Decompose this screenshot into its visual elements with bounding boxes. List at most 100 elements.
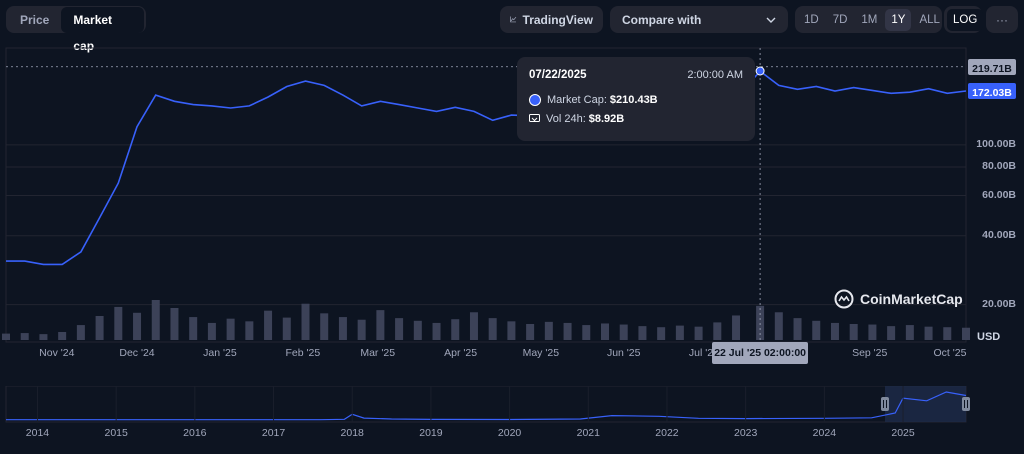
- current-value-label: 172.03B: [968, 83, 1016, 99]
- volume-bar: [2, 333, 10, 340]
- tooltip-volume-label: Vol 24h:: [546, 113, 586, 125]
- volume-bar: [301, 303, 310, 340]
- volume-bar: [189, 317, 198, 340]
- volume-bars: [2, 300, 970, 340]
- tooltip-volume-value: $8.92B: [588, 113, 625, 125]
- chevron-down-icon: [766, 17, 776, 23]
- volume-bar: [133, 312, 142, 340]
- volume-bar: [600, 323, 609, 340]
- x-tick-label: Feb '25: [285, 347, 321, 359]
- volume-bar: [432, 322, 441, 340]
- volume-bar: [357, 319, 366, 340]
- volume-bar: [694, 326, 703, 340]
- coinmarketcap-logo-icon: [834, 289, 854, 309]
- chart-frame: [5, 47, 967, 343]
- tradingview-label: TradingView: [522, 12, 593, 27]
- volume-bar: [320, 313, 329, 340]
- volume-bar: [207, 322, 216, 340]
- x-tick-label: Oct '25: [933, 347, 967, 359]
- volume-bar: [544, 321, 553, 340]
- volume-bar: [526, 324, 535, 340]
- volume-bar: [868, 324, 877, 340]
- compare-dropdown[interactable]: Compare with: [610, 6, 788, 33]
- range-1m[interactable]: 1M: [861, 13, 878, 26]
- navigator-year-label: 2015: [104, 427, 128, 439]
- tab-market-cap[interactable]: Market cap: [61, 6, 144, 53]
- tab-price[interactable]: Price: [20, 12, 50, 27]
- navigator-year-label: 2019: [419, 427, 443, 439]
- volume-bar: [413, 320, 422, 340]
- log-scale-toggle[interactable]: LOG: [947, 8, 984, 31]
- volume-bar: [713, 322, 722, 340]
- market-cap-line: [6, 70, 967, 266]
- volume-bar: [849, 324, 858, 340]
- navigator-axis: 2014 2015 2016 2017 2018 2019 2020 2021 2022 2023…: [0, 427, 1024, 441]
- market-cap-dot-icon: [529, 94, 541, 106]
- x-tick-label: Jun '25: [606, 347, 641, 359]
- volume-bar: [226, 318, 235, 340]
- volume-bar: [282, 317, 291, 340]
- volume-bar: [619, 324, 628, 340]
- tooltip: 07/22/2025 2:00:00 AM Market Cap: $210.4…: [517, 57, 755, 141]
- volume-bar: [58, 332, 67, 340]
- volume-bar: [264, 310, 273, 340]
- range-1y[interactable]: 1Y: [885, 8, 912, 31]
- volume-bar: [732, 315, 741, 340]
- volume-bar: [170, 308, 179, 340]
- volume-bar: [151, 300, 160, 340]
- volume-bar: [95, 316, 104, 340]
- market-cap-chart[interactable]: [0, 44, 1024, 364]
- volume-bar: [338, 317, 347, 340]
- volume-bar: [657, 327, 666, 340]
- tradingview-button[interactable]: TradingView: [500, 6, 603, 33]
- navigator-year-label: 2020: [497, 427, 522, 439]
- navigator-right-handle[interactable]: [962, 397, 970, 411]
- volume-bar: [905, 325, 914, 340]
- navigator-year-label: 2024: [812, 427, 837, 439]
- volume-bar: [563, 322, 572, 340]
- volume-bar: [962, 327, 970, 340]
- hover-point: [755, 66, 765, 76]
- x-tick-label: Sep '25: [852, 347, 888, 359]
- x-tick-label: Jan '25: [203, 347, 237, 359]
- navigator-selection[interactable]: [885, 386, 966, 422]
- navigator-left-handle[interactable]: [881, 397, 889, 411]
- y-tick-label: 100.00B: [976, 137, 1016, 150]
- navigator-year-label: 2014: [25, 427, 50, 439]
- navigator-frame: [5, 386, 967, 423]
- volume-bar: [943, 327, 952, 340]
- navigator-year-label: 2017: [261, 427, 286, 439]
- volume-bar: [924, 326, 933, 340]
- chart-type-tabs: Price Market cap: [6, 6, 146, 53]
- volume-bar: [76, 325, 85, 340]
- navigator-year-label: 2018: [340, 427, 364, 439]
- navigator-year-label: 2022: [655, 427, 679, 439]
- navigator-line: [6, 391, 967, 421]
- navigator-year-ticks: [36, 386, 904, 422]
- y-tick-label: 80.00B: [982, 159, 1016, 172]
- volume-bar: [39, 334, 48, 340]
- navigator-year-label: 2023: [733, 427, 758, 439]
- coinmarketcap-watermark: CoinMarketCap: [834, 289, 963, 309]
- range-all[interactable]: ALL: [919, 13, 940, 26]
- navigator-year-label: 2021: [576, 427, 600, 439]
- range-7d[interactable]: 7D: [832, 13, 848, 26]
- volume-bar: [395, 318, 404, 340]
- volume-bar: [756, 305, 765, 340]
- range-navigator[interactable]: [0, 386, 1024, 424]
- volume-bar: [376, 310, 385, 340]
- more-icon: ···: [996, 12, 1008, 27]
- range-1d[interactable]: 1D: [804, 13, 819, 26]
- volume-icon: [529, 114, 540, 122]
- line-chart-icon: [510, 16, 517, 23]
- y-tick-label: 60.00B: [982, 188, 1016, 201]
- volume-bar: [830, 322, 839, 340]
- x-tick-label: Jul '25: [688, 347, 719, 359]
- more-options-button[interactable]: ···: [986, 6, 1018, 33]
- tooltip-time: 2:00:00 AM: [687, 69, 743, 81]
- volume-bar: [245, 321, 254, 340]
- y-tick-label: 20.00B: [982, 297, 1016, 310]
- crosshair-x-label: 22 Jul '25 02:00:00: [712, 342, 809, 364]
- x-tick-label: Dec '24: [119, 347, 155, 359]
- x-tick-label: Mar '25: [360, 347, 396, 359]
